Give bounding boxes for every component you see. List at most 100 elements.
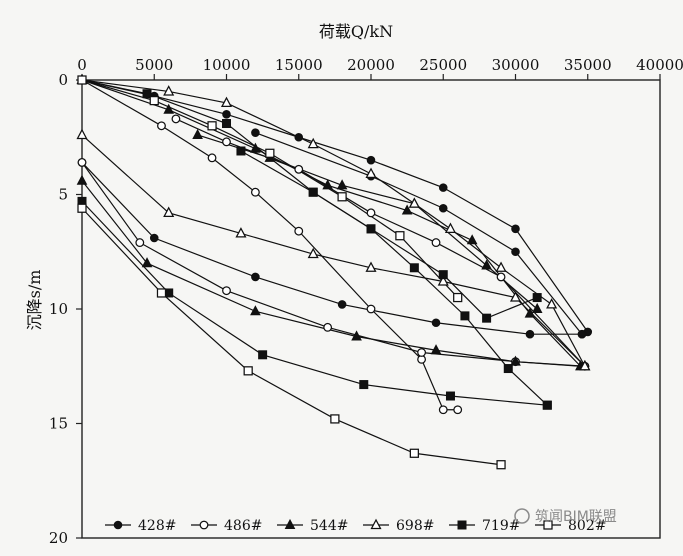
series-544-point xyxy=(192,128,203,139)
axes-layer: 0 5000 10000 15000 20000 25000 30000 35000 40000… xyxy=(49,56,683,547)
x-axis-tick-label: 5000 xyxy=(135,56,173,74)
series-544-point xyxy=(336,179,348,190)
series-698-point xyxy=(408,197,420,208)
series-719-point xyxy=(445,391,455,401)
series-698-point xyxy=(365,167,377,179)
series-486-point xyxy=(77,158,87,167)
x-axis-title: 荷载Q/kN xyxy=(319,22,393,41)
series-544-curve-3 xyxy=(197,134,538,310)
series-486-point xyxy=(366,304,376,314)
series-486-point xyxy=(171,114,181,124)
series-544-point xyxy=(322,179,333,190)
series-698-point xyxy=(307,247,319,259)
y-axis-tick-label: 10 xyxy=(49,300,68,318)
legend-item-486: 486# xyxy=(191,518,262,534)
series-428-point xyxy=(525,329,535,339)
watermark: 筑闻BIM联盟 xyxy=(514,508,617,525)
legend-item-719: 719# xyxy=(449,518,520,534)
series-544-point xyxy=(163,103,175,114)
series-719-point xyxy=(222,119,231,129)
series-719-point xyxy=(258,350,268,360)
series-719-point xyxy=(359,380,369,390)
series-698-point xyxy=(495,261,507,272)
series-698-point xyxy=(365,261,377,272)
legend-item-428: 428# xyxy=(105,518,176,534)
series-428-point xyxy=(438,183,448,192)
series-719-point xyxy=(142,89,152,99)
series-698-point xyxy=(220,96,233,108)
series-486-point xyxy=(222,286,231,296)
x-axis-tick-label: 10000 xyxy=(203,56,251,74)
series-428-point xyxy=(149,233,159,243)
x-axis-tick-label: 20000 xyxy=(347,56,395,74)
series-698-curve-1 xyxy=(81,79,586,367)
series-486-point xyxy=(323,322,333,332)
series-428-curve-3 xyxy=(255,132,583,335)
legend-label-698: 698# xyxy=(396,518,434,534)
series-802-point xyxy=(496,460,506,470)
series-544-point xyxy=(250,305,261,316)
legend-marker-428 xyxy=(113,520,123,530)
series-428-point xyxy=(337,300,347,309)
legend-marker-719 xyxy=(457,520,467,530)
series-428-point xyxy=(251,272,260,282)
series-486-point xyxy=(157,121,166,131)
legend-marker-802 xyxy=(543,520,553,530)
series-698-point xyxy=(307,137,319,149)
series-486-point xyxy=(496,272,506,282)
series-802-point xyxy=(77,203,87,213)
markers-layer xyxy=(76,73,593,470)
x-axis-tick-label: 40000 xyxy=(636,56,683,74)
series-698-point xyxy=(163,206,175,217)
series-486-point xyxy=(431,238,441,248)
series-719-curve-3 xyxy=(240,150,538,319)
series-802-point xyxy=(265,148,275,158)
curves-layer xyxy=(81,79,589,466)
series-719-point xyxy=(236,146,246,156)
series-486-point xyxy=(207,153,217,163)
series-802-point xyxy=(330,414,340,424)
series-544-point xyxy=(401,204,413,215)
legend: 428# 486# 544# 698# 719# 802# xyxy=(105,518,606,534)
y-axis-tick-label: 15 xyxy=(49,415,68,433)
series-428-point xyxy=(511,247,520,257)
series-544-point xyxy=(531,302,543,313)
x-axis-tick-label: 0 xyxy=(77,56,87,74)
y-axis-tick-label: 20 xyxy=(49,529,68,547)
x-axis-tick-label: 15000 xyxy=(275,56,323,74)
series-486-point xyxy=(294,226,304,236)
series-428-point xyxy=(577,329,587,339)
series-544-point xyxy=(141,257,153,268)
series-428-point xyxy=(438,203,448,213)
series-486-curve-2 xyxy=(81,162,585,367)
legend-marker-698 xyxy=(370,518,382,530)
legend-label-486: 486# xyxy=(224,518,262,534)
series-802-point xyxy=(453,292,463,303)
series-544-point xyxy=(76,174,88,185)
legend-item-698: 698# xyxy=(363,518,434,534)
series-698-point xyxy=(163,85,175,96)
series-719-point xyxy=(542,400,552,410)
series-544-point xyxy=(351,330,362,341)
series-698-point xyxy=(546,298,558,309)
series-544-point xyxy=(510,355,521,366)
series-698-point xyxy=(235,227,247,238)
series-428-point xyxy=(294,132,304,142)
series-802-point xyxy=(77,75,87,85)
series-698-point xyxy=(444,222,457,233)
series-719-point xyxy=(482,313,492,323)
series-486-point xyxy=(250,187,260,197)
series-802-point xyxy=(243,366,253,376)
series-544-point xyxy=(481,259,492,270)
x-axis-tick-label: 35000 xyxy=(564,56,612,74)
y-axis-tick-label: 5 xyxy=(58,186,68,204)
series-719-curve-2 xyxy=(81,200,548,406)
y-axis-title: 沉降s/m xyxy=(25,270,44,331)
series-486-point xyxy=(438,405,448,415)
series-486-point xyxy=(417,348,427,357)
series-698-point xyxy=(76,128,88,140)
series-428-point xyxy=(222,110,231,119)
series-428-point xyxy=(251,128,260,137)
